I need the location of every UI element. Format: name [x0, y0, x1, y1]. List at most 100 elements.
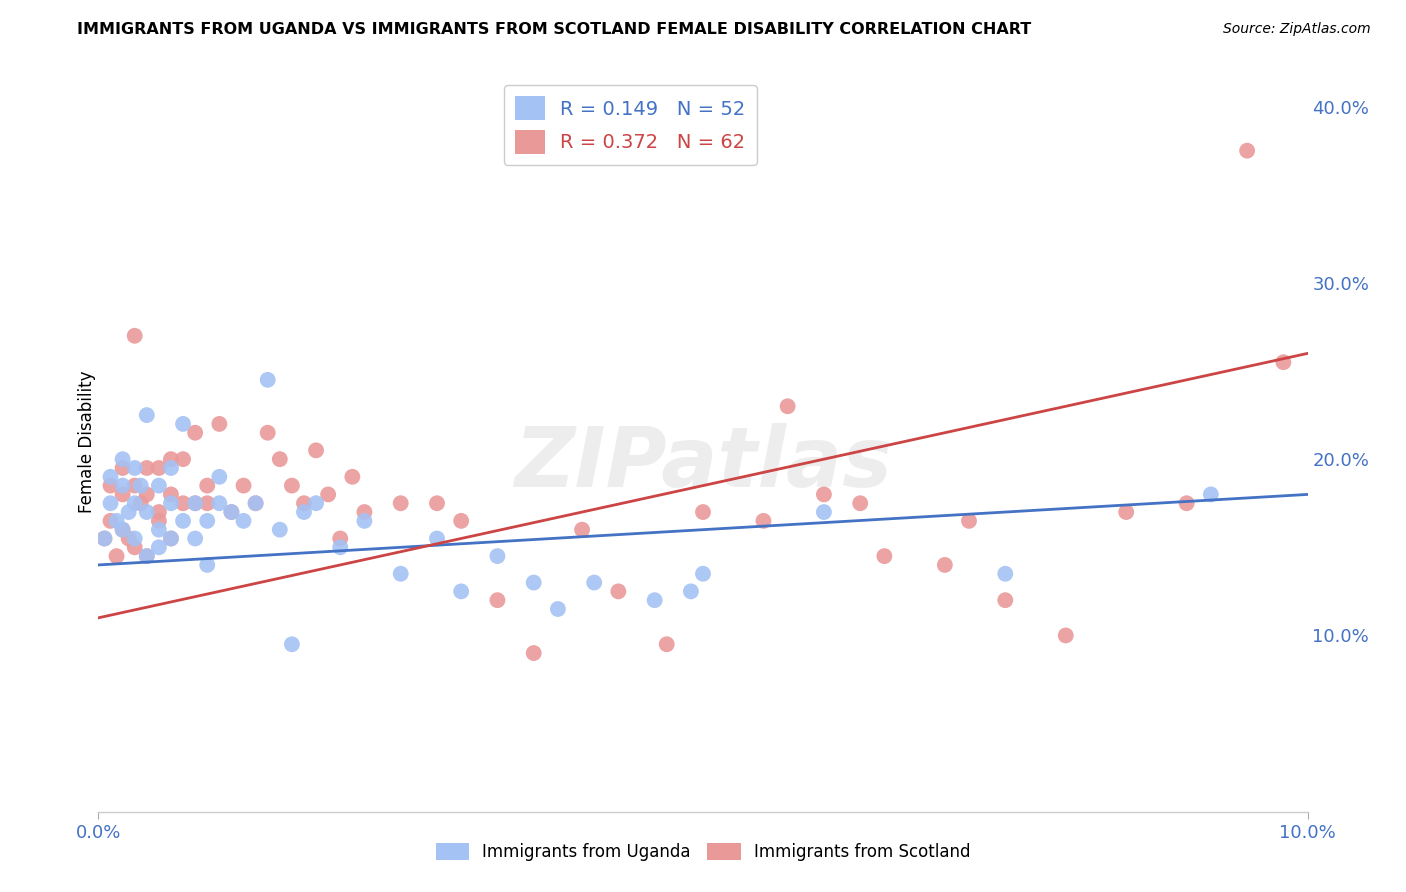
- Point: [148, 505, 170, 519]
- Point: [111, 523, 134, 537]
- Point: [426, 532, 449, 546]
- Point: [105, 514, 128, 528]
- Point: [1175, 496, 1198, 510]
- Point: [269, 452, 291, 467]
- Point: [111, 478, 134, 492]
- Point: [305, 496, 328, 510]
- Point: [160, 461, 183, 475]
- Point: [111, 452, 134, 467]
- Point: [305, 443, 328, 458]
- Point: [329, 541, 352, 555]
- Point: [160, 496, 183, 510]
- Point: [813, 487, 835, 501]
- Point: [571, 523, 593, 537]
- Point: [523, 575, 546, 590]
- Text: Source: ZipAtlas.com: Source: ZipAtlas.com: [1223, 22, 1371, 37]
- Point: [232, 478, 254, 492]
- Point: [389, 566, 412, 581]
- Point: [195, 496, 218, 510]
- Point: [111, 487, 134, 501]
- Point: [100, 478, 122, 492]
- Point: [232, 514, 254, 528]
- Point: [655, 637, 678, 651]
- Point: [195, 558, 218, 572]
- Point: [221, 505, 243, 519]
- Point: [148, 523, 170, 537]
- Point: [184, 532, 207, 546]
- Point: [172, 417, 194, 431]
- Point: [208, 496, 231, 510]
- Point: [111, 523, 134, 537]
- Legend: R = 0.149   N = 52, R = 0.372   N = 62: R = 0.149 N = 52, R = 0.372 N = 62: [503, 85, 756, 165]
- Point: [148, 514, 170, 528]
- Point: [353, 505, 375, 519]
- Point: [124, 328, 146, 343]
- Point: [934, 558, 956, 572]
- Point: [644, 593, 666, 607]
- Point: [1115, 505, 1137, 519]
- Point: [100, 514, 122, 528]
- Point: [486, 593, 509, 607]
- Point: [679, 584, 702, 599]
- Point: [426, 496, 449, 510]
- Point: [135, 408, 157, 422]
- Point: [148, 478, 170, 492]
- Point: [281, 637, 304, 651]
- Point: [692, 566, 714, 581]
- Point: [994, 566, 1017, 581]
- Point: [184, 496, 207, 510]
- Point: [1199, 487, 1222, 501]
- Point: [776, 399, 799, 413]
- Point: [135, 487, 157, 501]
- Point: [994, 593, 1017, 607]
- Point: [124, 461, 146, 475]
- Point: [353, 514, 375, 528]
- Point: [813, 505, 835, 519]
- Point: [148, 541, 170, 555]
- Point: [135, 549, 157, 563]
- Point: [292, 496, 315, 510]
- Point: [184, 425, 207, 440]
- Point: [1054, 628, 1077, 642]
- Point: [124, 496, 146, 510]
- Point: [256, 425, 278, 440]
- Point: [245, 496, 267, 510]
- Point: [184, 496, 207, 510]
- Point: [118, 505, 141, 519]
- Point: [281, 478, 304, 492]
- Point: [316, 487, 339, 501]
- Point: [135, 461, 157, 475]
- Point: [607, 584, 630, 599]
- Point: [93, 532, 115, 546]
- Point: [547, 602, 569, 616]
- Point: [342, 470, 364, 484]
- Point: [129, 478, 152, 492]
- Point: [450, 584, 472, 599]
- Point: [124, 532, 146, 546]
- Point: [129, 496, 152, 510]
- Point: [873, 549, 896, 563]
- Point: [100, 470, 122, 484]
- Point: [208, 470, 231, 484]
- Point: [256, 373, 278, 387]
- Point: [221, 505, 243, 519]
- Point: [329, 532, 352, 546]
- Legend: Immigrants from Uganda, Immigrants from Scotland: Immigrants from Uganda, Immigrants from …: [429, 836, 977, 868]
- Point: [135, 549, 157, 563]
- Point: [195, 514, 218, 528]
- Point: [523, 646, 546, 660]
- Point: [100, 496, 122, 510]
- Point: [93, 532, 115, 546]
- Point: [124, 478, 146, 492]
- Point: [583, 575, 606, 590]
- Point: [450, 514, 472, 528]
- Point: [957, 514, 980, 528]
- Point: [160, 452, 183, 467]
- Point: [1272, 355, 1295, 369]
- Point: [135, 505, 157, 519]
- Point: [172, 514, 194, 528]
- Point: [160, 532, 183, 546]
- Point: [172, 496, 194, 510]
- Point: [692, 505, 714, 519]
- Point: [160, 532, 183, 546]
